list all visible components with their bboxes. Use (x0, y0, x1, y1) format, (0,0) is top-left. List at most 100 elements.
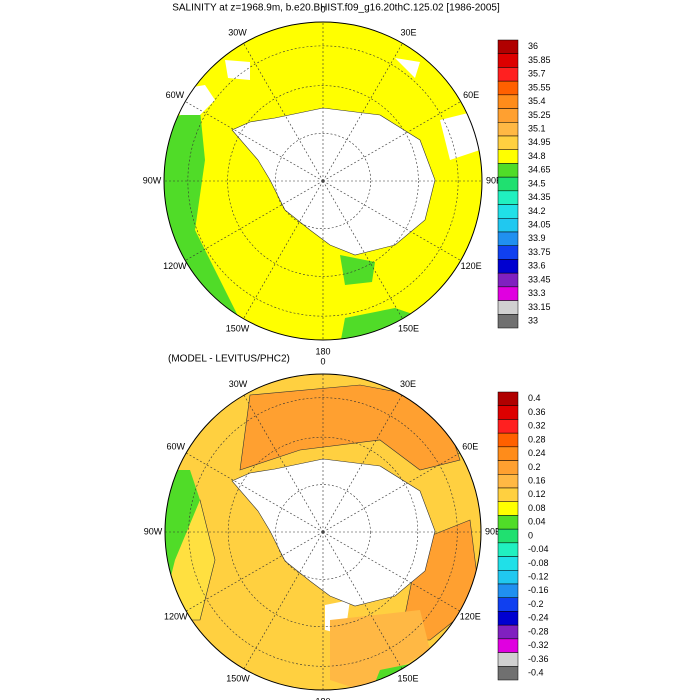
colorbar-label: -0.04 (528, 544, 549, 554)
parallel (275, 484, 371, 580)
colorbar-box (497, 638, 519, 653)
lon-label: 150W (226, 674, 250, 684)
colorbar-box (497, 405, 519, 420)
colorbar-label: 33.6 (528, 261, 546, 271)
lon-label: 90W (144, 526, 163, 536)
colorbar-box (497, 67, 519, 82)
colorbar-label: -0.4 (528, 668, 544, 678)
meridian (322, 180, 461, 261)
lon-label: 30W (228, 27, 247, 37)
colorbar-label: 34.8 (528, 151, 546, 161)
colorbar-label: 0 (528, 530, 533, 540)
colorbar-box (497, 231, 519, 246)
colorbar-box (497, 53, 519, 68)
colorbar-label: 35.55 (528, 82, 551, 92)
lon-label: 120E (460, 611, 481, 621)
colorbar-box (497, 446, 519, 461)
meridian (322, 101, 461, 182)
colorbar-label: 33.15 (528, 302, 551, 312)
colorbar-box (497, 286, 519, 301)
parallel (227, 436, 419, 628)
parallel (274, 133, 371, 230)
meridian (322, 43, 403, 182)
colorbar-box (497, 39, 519, 54)
colorbar-box (497, 245, 519, 260)
panel-title: (MODEL - LEVITUS/PHC2) (168, 354, 290, 365)
colorbar-box (497, 300, 519, 315)
colorbar-label: 36 (528, 41, 538, 51)
colorbar-label: 0.28 (528, 434, 546, 444)
lon-label: 180 (315, 346, 330, 356)
colorbar-label: 35.25 (528, 110, 551, 120)
colorbar-box (497, 94, 519, 109)
colorbar-label: 35.7 (528, 69, 546, 79)
colorbar-box (497, 122, 519, 137)
map-border (164, 373, 482, 691)
parallel (188, 397, 458, 667)
map-border (163, 21, 483, 341)
colorbar-box (497, 218, 519, 233)
colorbar-label: 34.95 (528, 137, 551, 147)
lon-label: 0 (320, 356, 325, 366)
colorbar-box (497, 542, 519, 557)
colorbar-box (497, 570, 519, 585)
colorbar-label: 0.32 (528, 421, 546, 431)
colorbar-box (497, 314, 519, 329)
colorbar-box (497, 556, 519, 571)
lon-label: 60W (166, 90, 185, 100)
colorbar-box (497, 652, 519, 667)
lon-label: 150E (398, 323, 419, 333)
colorbar-box (497, 419, 519, 434)
lon-label: 150E (397, 674, 418, 684)
lon-label: 90W (143, 175, 162, 185)
lon-label: 60E (463, 90, 479, 100)
colorbar-box (497, 204, 519, 219)
colorbar-box (497, 176, 519, 192)
colorbar-box (497, 149, 519, 164)
lon-label: 0 (320, 4, 325, 14)
colorbar-label: 34.5 (528, 178, 546, 188)
colorbar-box (497, 515, 519, 530)
colorbar-box (497, 666, 519, 681)
colorbar-box (497, 501, 519, 516)
lon-label: 60W (167, 441, 186, 451)
meridian (185, 180, 324, 261)
colorbar-label: 0.2 (528, 462, 541, 472)
colorbar-label: 34.65 (528, 165, 551, 175)
parallel (187, 45, 459, 317)
colorbar-label: 0.12 (528, 489, 546, 499)
colorbar-label: 33 (528, 316, 538, 326)
colorbar-box (497, 432, 519, 448)
lon-label: 30W (229, 379, 248, 389)
colorbar-label: 0.08 (528, 503, 546, 513)
colorbar-label: 35.1 (528, 124, 546, 134)
colorbar-label: 34.2 (528, 206, 546, 216)
colorbar-label: -0.2 (528, 599, 544, 609)
colorbar-label: 35.4 (528, 96, 546, 106)
meridian (185, 101, 324, 182)
colorbar-label: -0.12 (528, 572, 549, 582)
colorbar-box (497, 163, 519, 178)
colorbar-box (497, 460, 519, 475)
colorbar-label: -0.32 (528, 640, 549, 650)
meridian (243, 43, 324, 182)
lon-label: 30E (400, 379, 416, 389)
lon-label: 150W (226, 323, 250, 333)
colorbar-label: 0.24 (528, 448, 546, 458)
colorbar-box (497, 108, 519, 123)
colorbar-box (497, 611, 519, 626)
colorbar-box (497, 583, 519, 598)
lon-label: 60E (462, 441, 478, 451)
colorbar-label: -0.16 (528, 585, 549, 595)
lon-label: 120W (164, 611, 188, 621)
colorbar-label: 33.45 (528, 274, 551, 284)
colorbar-label: -0.28 (528, 626, 549, 636)
meridian (322, 180, 403, 319)
colorbar-box (497, 80, 519, 96)
colorbar-label: 33.3 (528, 288, 546, 298)
colorbar-label: 33.75 (528, 247, 551, 257)
lon-label: 120E (461, 261, 482, 271)
lon-label: 180 (315, 696, 330, 700)
lon-label: 90E (486, 175, 502, 185)
lon-label: 30E (400, 27, 416, 37)
